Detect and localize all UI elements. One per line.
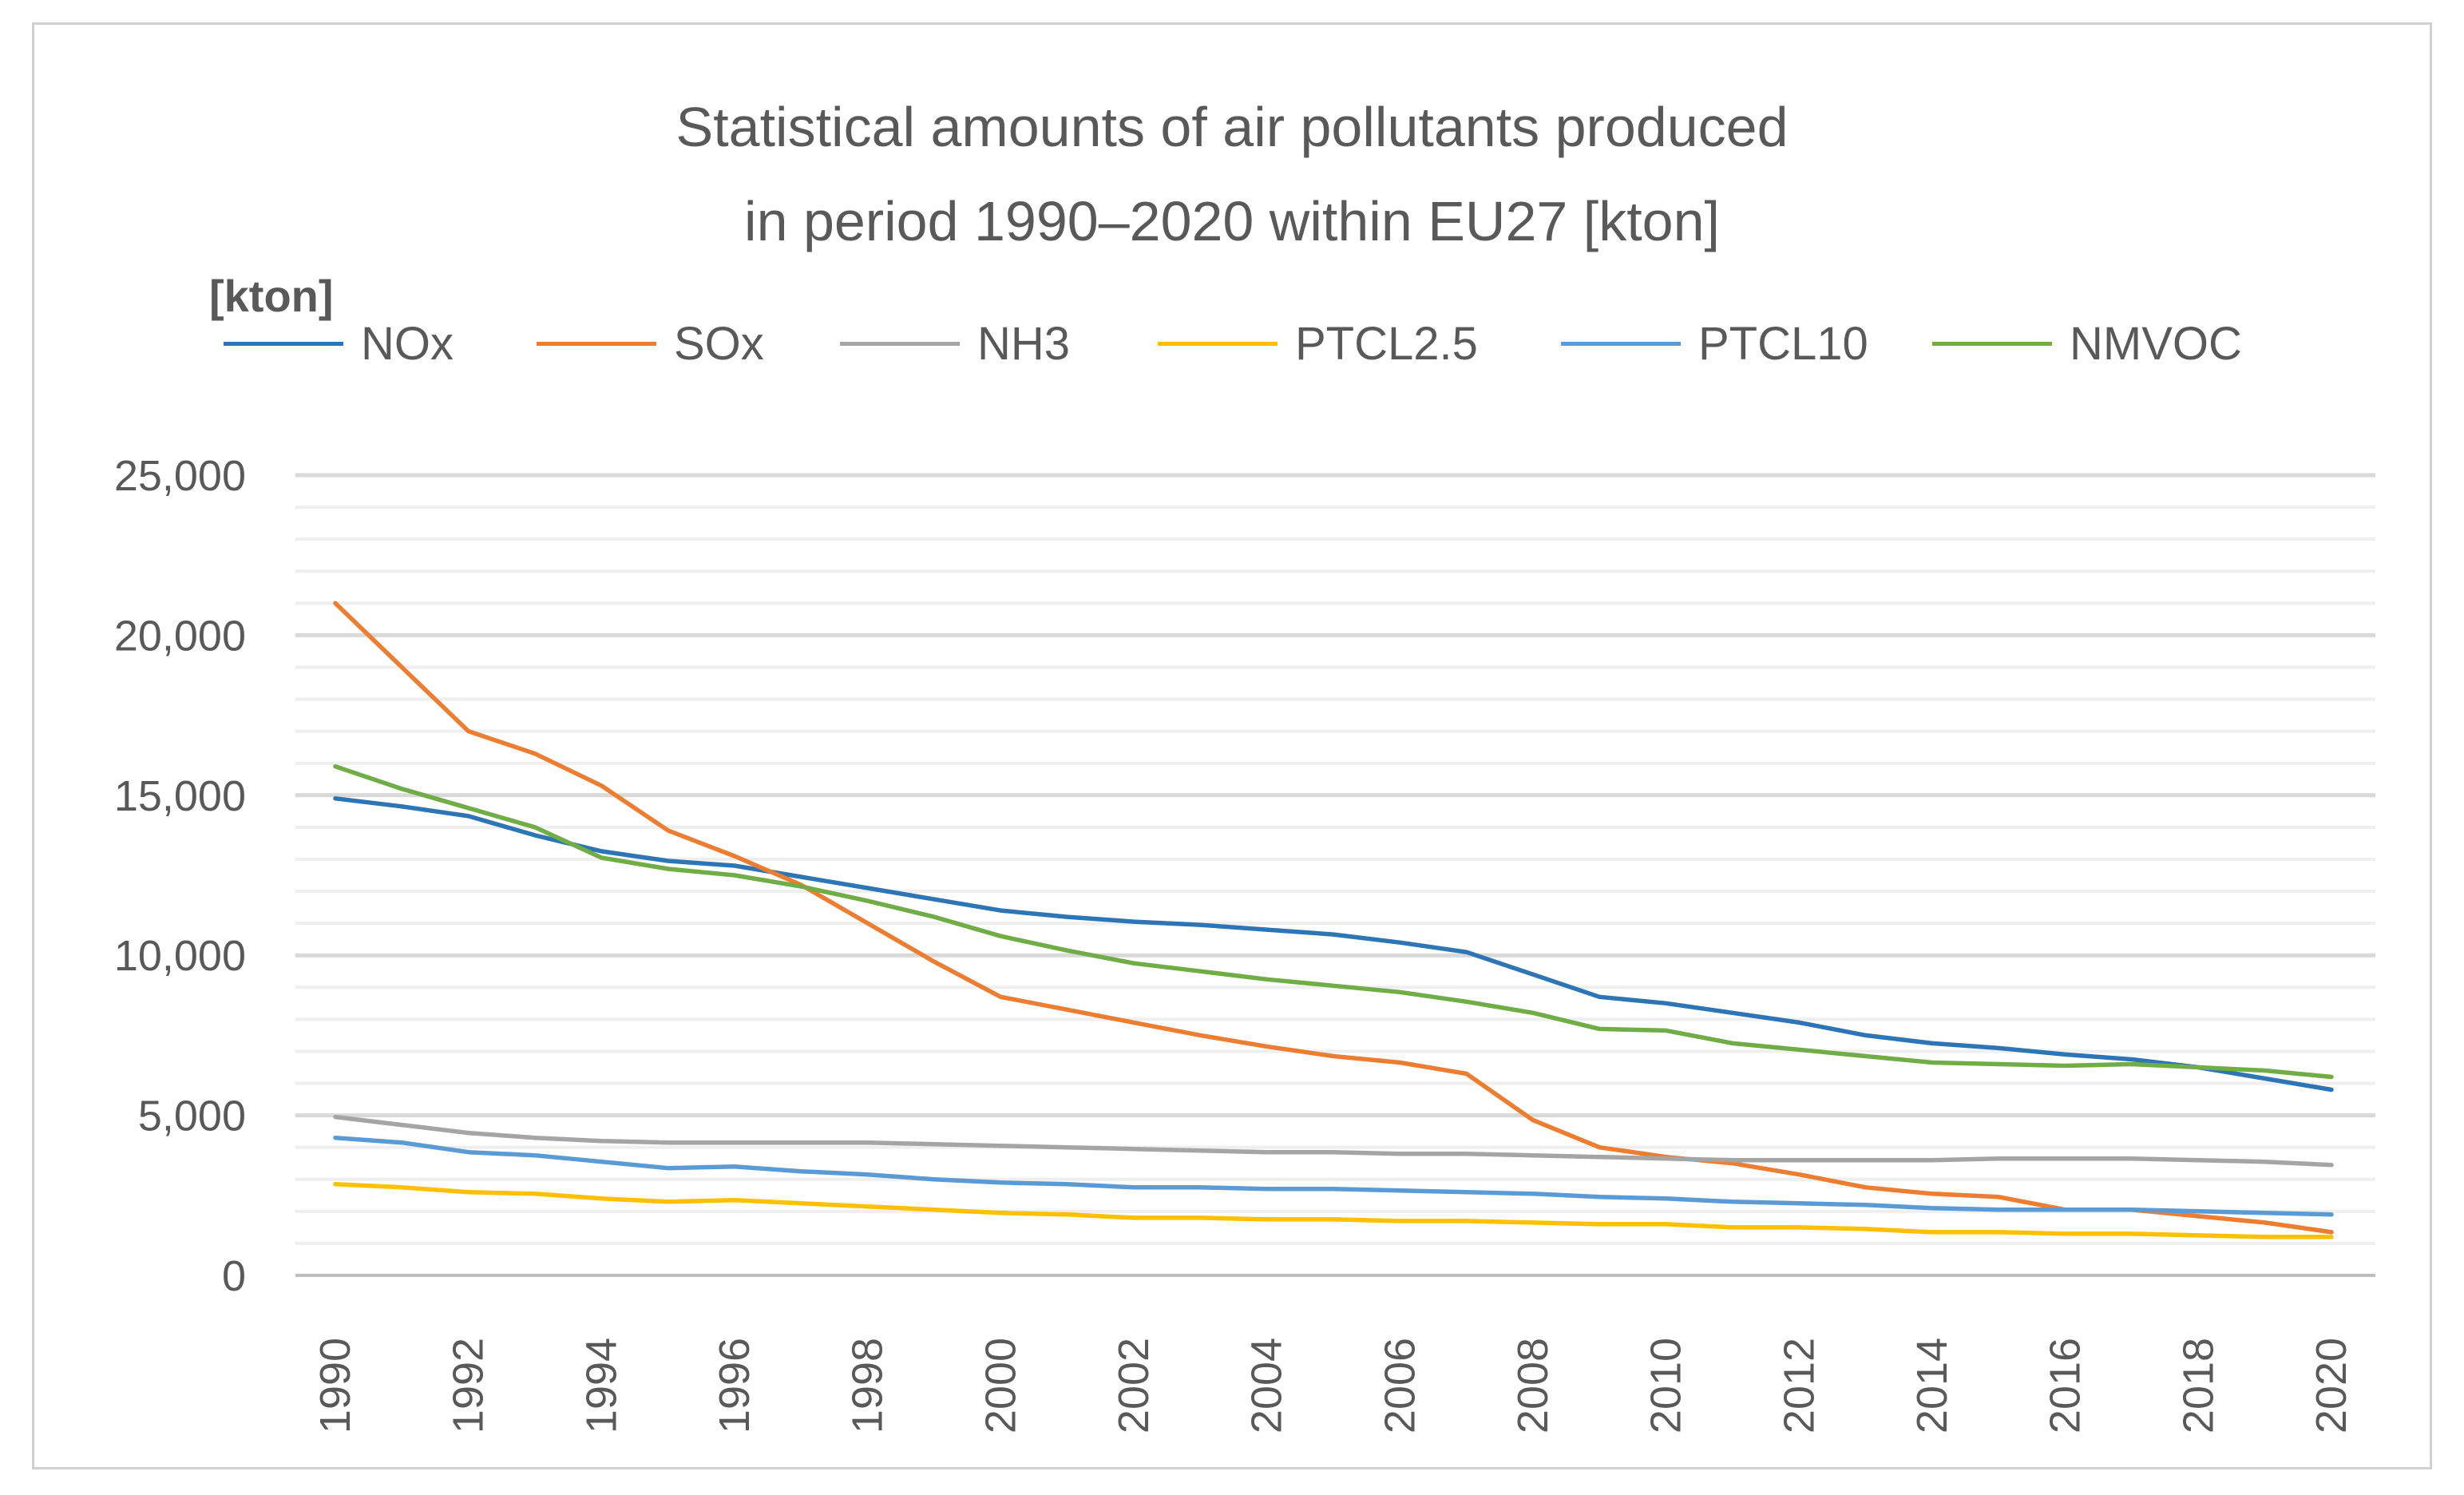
legend-item-nmvoc: NMVOC [1932, 311, 2242, 375]
x-tick-label: 1990 [311, 1338, 359, 1434]
legend-item-ptcl10: PTCL10 [1561, 311, 1868, 375]
x-tick-label: 2010 [1642, 1338, 1690, 1434]
legend-label-ptcl25: PTCL2.5 [1295, 317, 1478, 370]
y-tick-label: 15,000 [114, 772, 246, 820]
legend-item-nox: NOx [224, 311, 454, 375]
legend-label-nmvoc: NMVOC [2070, 317, 2242, 370]
chart-title-line-1: Statistical amounts of air pollutants pr… [675, 96, 1789, 158]
series-line-ptcl25 [333, 1182, 2334, 1239]
x-tick-label: 1992 [445, 1338, 493, 1434]
legend-swatch-ptcl10 [1561, 341, 1681, 346]
x-tick-label: 2004 [1243, 1338, 1291, 1434]
legend-label-ptcl10: PTCL10 [1698, 317, 1868, 370]
chart-frame [32, 22, 2432, 1469]
y-unit-label: [kton] [209, 271, 334, 321]
legend-swatch-nh3 [840, 341, 960, 346]
x-tick-label: 1998 [844, 1338, 892, 1434]
legend-swatch-sox [537, 341, 656, 346]
legend-item-nh3: NH3 [840, 311, 1070, 375]
x-tick-label: 2016 [2042, 1338, 2090, 1434]
x-tick-label: 2020 [2308, 1338, 2355, 1434]
series-line-sox [333, 601, 2334, 1235]
x-tick-label: 2018 [2174, 1338, 2222, 1434]
x-tick-label: 1994 [577, 1338, 625, 1434]
y-tick-label: 0 [222, 1252, 246, 1300]
legend-swatch-ptcl25 [1158, 341, 1278, 346]
y-tick-label: 25,000 [114, 452, 246, 500]
legend-label-sox: SOx [674, 317, 764, 370]
x-tick-label: 2002 [1110, 1338, 1158, 1434]
series-line-nmvoc [333, 763, 2334, 1080]
x-tick-label: 2008 [1509, 1338, 1557, 1434]
x-tick-label: 2006 [1376, 1338, 1424, 1434]
y-tick-label: 5,000 [138, 1092, 246, 1140]
y-tick-label: 20,000 [114, 612, 246, 660]
y-tick-label: 10,000 [114, 932, 246, 980]
x-tick-label: 2014 [1908, 1338, 1956, 1434]
legend-item-ptcl25: PTCL2.5 [1158, 311, 1478, 375]
legend-label-nox: NOx [361, 317, 454, 370]
series-line-nox [333, 796, 2334, 1092]
legend-swatch-nox [224, 341, 343, 346]
series-line-ptcl10 [333, 1135, 2334, 1217]
legend-item-sox: SOx [537, 311, 764, 375]
x-tick-label: 2000 [976, 1338, 1024, 1434]
legend-label-nh3: NH3 [977, 317, 1071, 370]
series-line-nh3 [333, 1114, 2334, 1168]
chart-title: Statistical amounts of air pollutants pr… [0, 80, 2464, 268]
legend-swatch-nmvoc [1932, 341, 2052, 346]
x-tick-label: 2012 [1775, 1338, 1823, 1434]
x-tick-label: 1996 [711, 1338, 759, 1434]
chart-title-line-2: in period 1990–2020 within EU27 [kton] [744, 190, 1720, 252]
